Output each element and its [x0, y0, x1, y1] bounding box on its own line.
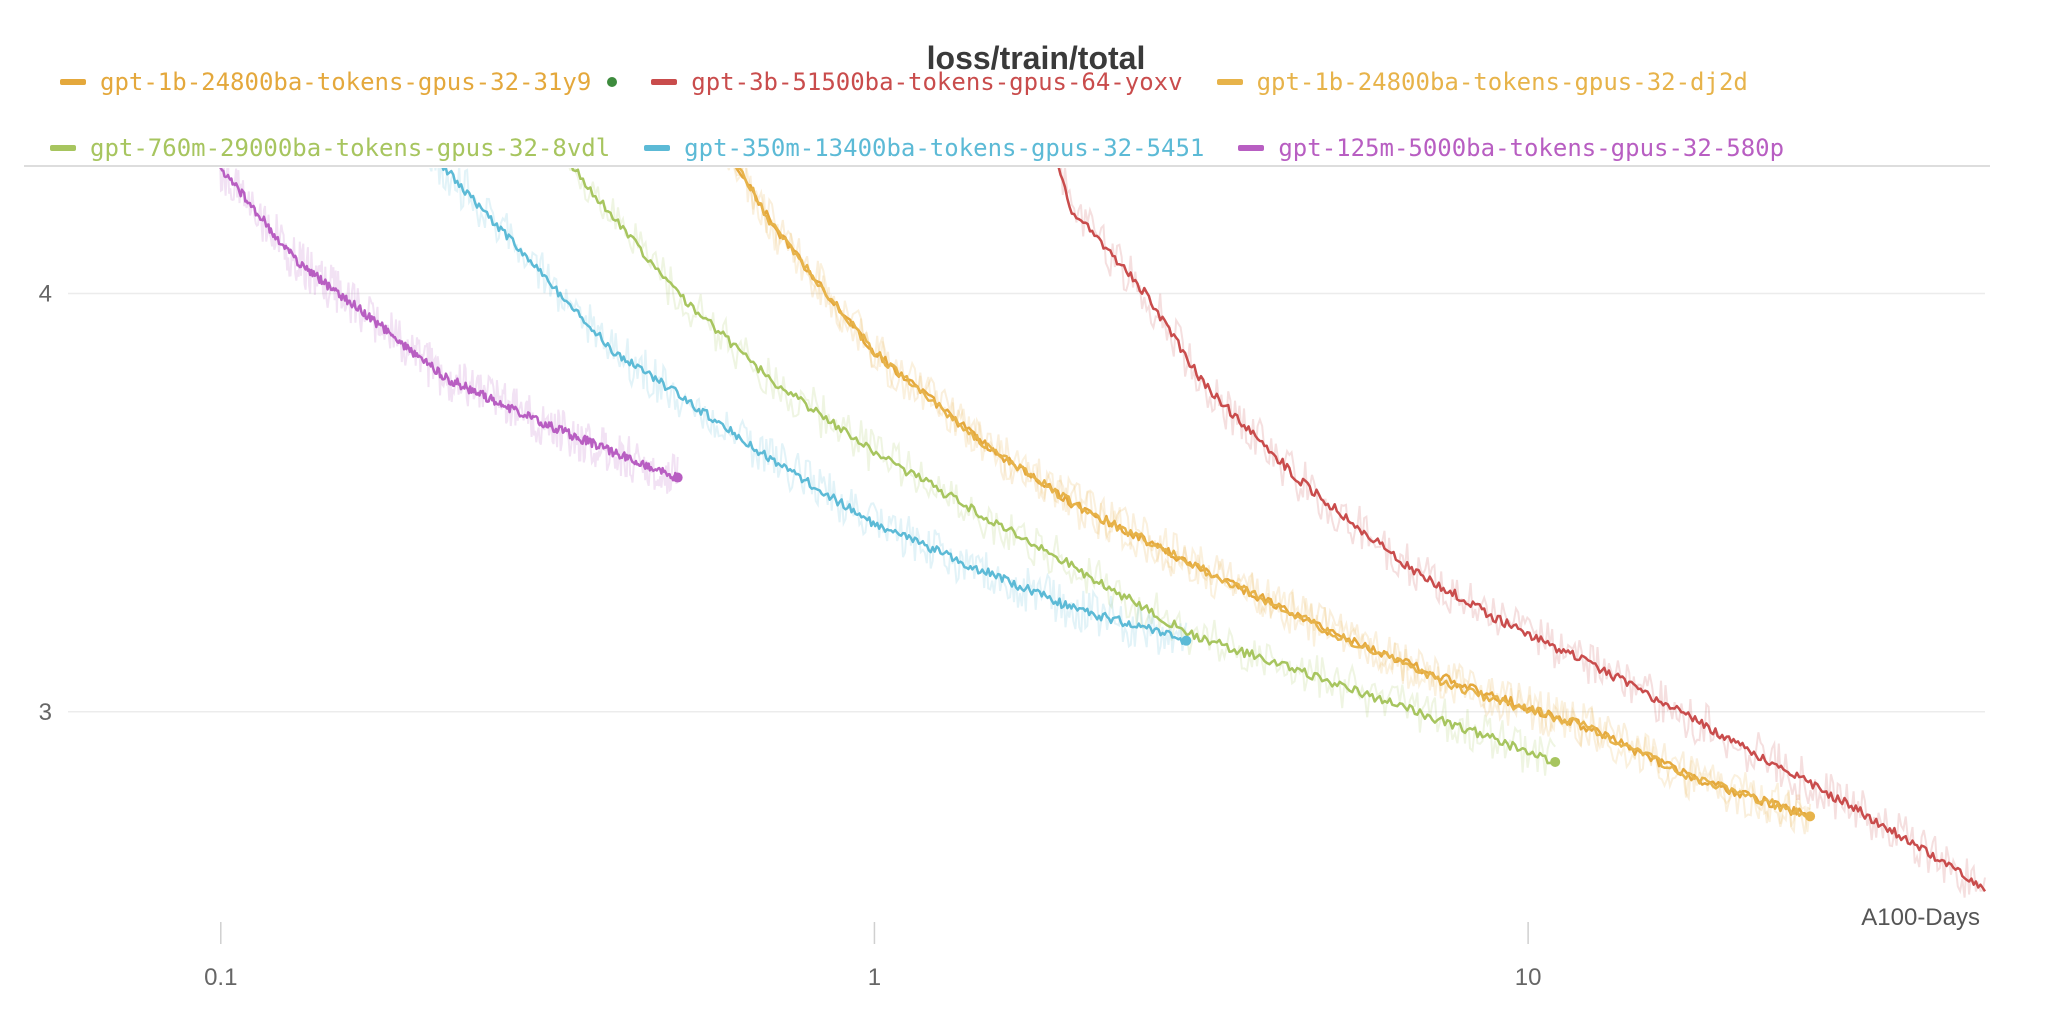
series-noise [568, 168, 1556, 776]
legend-row-2: gpt-760m-29000ba-tokens-gpus-32-8vdl gpt… [50, 130, 2000, 166]
series-noise [1060, 168, 1986, 898]
legend-item[interactable]: gpt-760m-29000ba-tokens-gpus-32-8vdl [50, 134, 610, 162]
series-noise [733, 168, 1812, 833]
series-end-marker [672, 472, 683, 483]
series-lines [191, 60, 1987, 892]
series-noise [429, 168, 1188, 655]
series-noise-bands [219, 168, 1986, 898]
legend-label: gpt-1b-24800ba-tokens-gpus-32-31y9 [100, 68, 592, 96]
series-noise [219, 168, 679, 494]
legend-swatch [60, 79, 86, 85]
legend-swatch [1216, 79, 1243, 85]
series-end-marker [1181, 635, 1192, 646]
series-end-marker [1550, 756, 1561, 767]
legend-item[interactable]: gpt-125m-5000ba-tokens-gpus-32-580p [1238, 134, 1784, 162]
legend-swatch [1238, 145, 1265, 151]
y-tick-label: 3 [39, 699, 52, 726]
legend-row-1: gpt-1b-24800ba-tokens-gpus-32-31y9 gpt-3… [60, 64, 2010, 100]
chart-title: loss/train/total [926, 40, 1146, 76]
series-line[interactable] [678, 61, 1811, 819]
legend-item[interactable]: gpt-1b-24800ba-tokens-gpus-32-dj2d [1216, 68, 1748, 96]
series-end-markers [672, 472, 1816, 822]
axis-ticks: 3 4 0.1 1 10 [39, 280, 1542, 991]
series-noise [727, 168, 1811, 835]
x-tick-label: 1 [868, 964, 881, 991]
legend-label: gpt-1b-24800ba-tokens-gpus-32-dj2d [1256, 68, 1748, 96]
y-tick-label: 4 [39, 280, 52, 307]
grid [68, 292, 1985, 713]
legend-swatch [644, 145, 671, 151]
x-axis-label: A100-Days [1861, 904, 1980, 931]
legend-item[interactable]: gpt-350m-13400ba-tokens-gpus-32-5451 [644, 134, 1204, 162]
legend-label: gpt-350m-13400ba-tokens-gpus-32-5451 [684, 134, 1205, 162]
series-line[interactable] [191, 88, 679, 482]
legend-swatch [651, 79, 678, 85]
series-line[interactable] [354, 60, 1188, 645]
legend-item[interactable]: gpt-3b-51500ba-tokens-gpus-64-yoxv [651, 68, 1183, 96]
legend-label: gpt-125m-5000ba-tokens-gpus-32-580p [1278, 134, 1785, 162]
series-line[interactable] [1033, 70, 1987, 892]
x-tick-label: 0.1 [204, 964, 237, 991]
series-line[interactable] [678, 62, 1811, 819]
series-end-marker [1805, 811, 1816, 822]
legend-label: gpt-760m-29000ba-tokens-gpus-32-8vdl [90, 134, 611, 162]
legend-highlight-dot [607, 77, 618, 87]
legend-item[interactable]: gpt-1b-24800ba-tokens-gpus-32-31y9 [60, 68, 618, 96]
x-tick-label: 10 [1515, 964, 1542, 991]
legend-label: gpt-3b-51500ba-tokens-gpus-64-yoxv [691, 68, 1183, 96]
series-line[interactable] [503, 60, 1557, 767]
legend-swatch [50, 145, 76, 151]
